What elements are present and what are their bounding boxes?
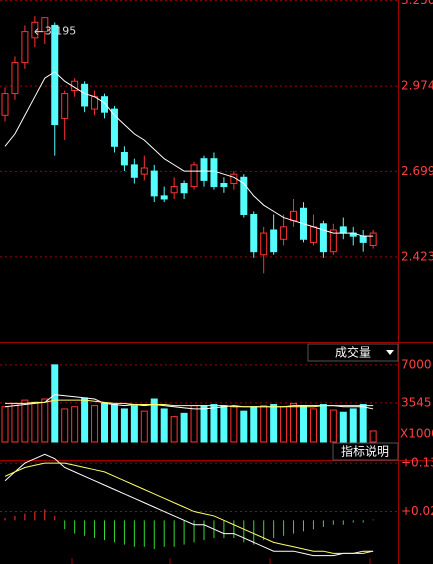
line [4,453,374,557]
volume-bar [101,402,108,443]
y-tick-label: +0.13 [401,456,433,470]
volume-bar [220,405,228,443]
volume-bar [150,398,158,443]
volume-bar [270,404,278,443]
candle-body [81,83,89,107]
candle-body [339,226,347,234]
volume-bar [190,405,198,443]
line [4,394,374,410]
y-tick-label: 2.423 [401,249,433,263]
indicator-help[interactable]: 指标说明 [332,442,399,461]
volume-unit: X1000 [400,427,433,441]
candle-body [260,232,268,256]
candle-body [240,176,248,215]
dropdown-arrow[interactable] [386,350,394,355]
candle-body [309,226,317,243]
volume-bar [41,398,49,443]
candle-body [110,108,118,147]
volume-bar [200,405,208,443]
volume-bar [91,405,99,443]
volume-bar [339,411,347,443]
volume-bar [31,401,39,443]
candle-body [1,93,9,116]
line [4,462,374,554]
volume-bar [1,406,9,443]
volume-bar [11,402,19,443]
candle-body [180,182,188,194]
candle-body [101,96,108,113]
annotation-arrow [34,28,43,36]
volume-bar [329,409,337,443]
candle-body [210,158,218,188]
volume-bar [21,399,29,443]
volume-bar [300,405,307,443]
volume-bar [140,410,148,443]
volume-bar [71,406,79,443]
volume-bar [260,405,268,443]
candle-body [319,223,327,253]
candle-body [280,226,288,240]
candle-body [160,195,168,200]
candle-body [130,164,138,178]
candle-body [150,170,158,197]
volume-bar [319,404,327,443]
volume-bar [230,406,238,443]
candle-body [21,31,29,64]
annotation-label: 3.195 [45,25,77,38]
candle-body [190,164,198,188]
volume-bar [130,405,138,443]
dropdown-box[interactable] [307,343,399,362]
candle-body [31,21,39,39]
candle-body [290,210,298,222]
x-ticks [71,558,371,564]
volume-bar [280,406,288,443]
volume-bar [120,408,128,443]
volume-bar [240,410,248,443]
candle-body [11,62,19,95]
volume-bar [61,408,69,443]
candle-body [51,24,59,126]
candle-body [250,213,258,253]
line [4,71,374,237]
volume-bar [349,408,357,443]
volume-bar [309,408,317,443]
candle-body [200,158,208,181]
candle-body [41,17,49,33]
volume-bar [160,408,168,443]
volume-dropdown[interactable]: 成交量 [307,343,399,362]
y-tick-label: 3.250 [401,0,433,7]
volume-bar [170,416,178,443]
candle-body [140,167,148,175]
help-label[interactable]: 指标说明 [341,444,389,459]
volume-bar [81,397,89,443]
volume-bar [369,430,377,443]
candle-body [359,235,367,243]
candle-body [120,151,128,166]
y-tick-label: 3545 [401,395,432,409]
volume-bar [290,402,298,443]
candle-body [61,93,69,119]
candle-body [270,229,278,253]
volume-bar [359,404,367,443]
volume-bar [110,404,118,443]
candle-body [369,232,377,246]
y-tick-label: 2.699 [401,164,433,178]
help-box[interactable] [332,442,399,461]
y-tick-label: 2.974 [401,79,433,93]
y-tick-label: +0.02 [401,504,433,518]
y-tick-label: 7000 [401,357,432,371]
volume-bar [210,404,218,443]
line [5,399,374,408]
candle-body [329,229,337,253]
candle-body [170,186,178,194]
volume-bar [180,412,188,443]
volume-bar [51,364,59,443]
candle-body [220,182,228,188]
dropdown-label[interactable]: 成交量 [335,345,371,360]
volume-bar [250,406,258,443]
